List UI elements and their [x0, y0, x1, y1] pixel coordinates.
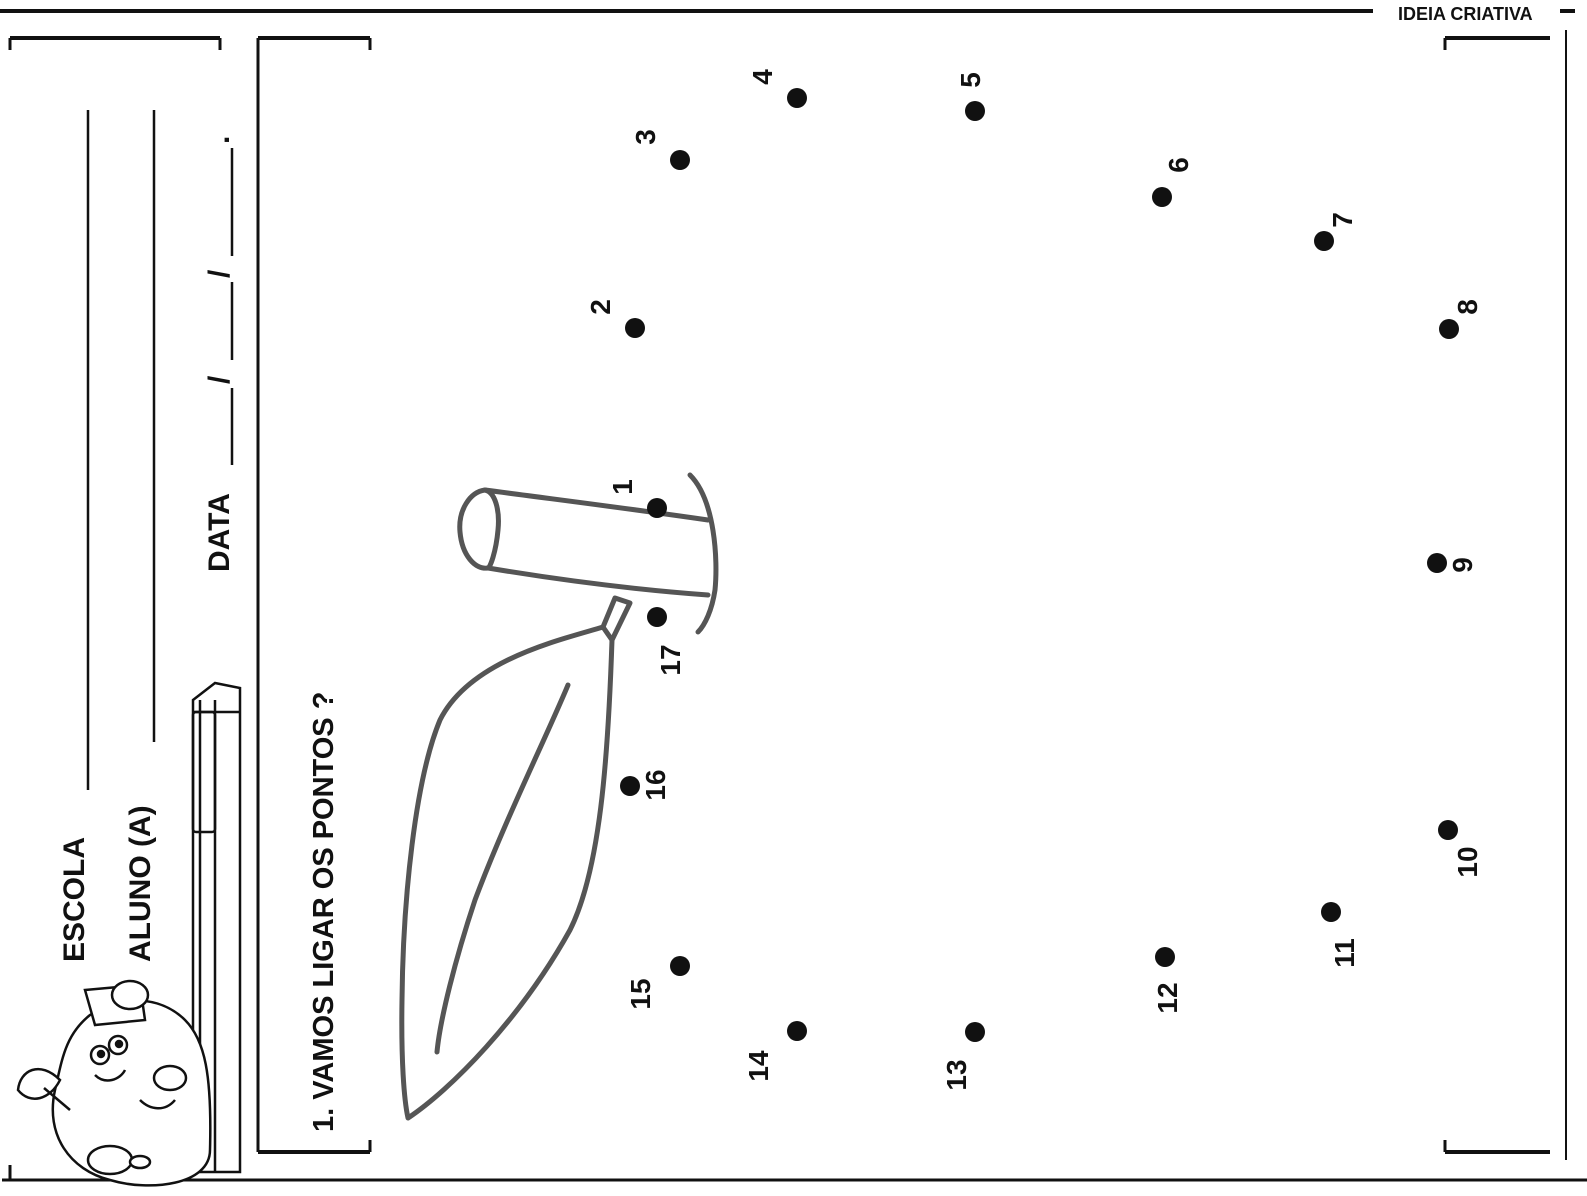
dot-label-10: 10: [1452, 846, 1483, 877]
dot-label-7: 7: [1327, 212, 1358, 228]
dot-7: [1314, 231, 1334, 251]
dot-label-8: 8: [1452, 299, 1483, 315]
dot-11: [1321, 902, 1341, 922]
dot-label-15: 15: [625, 978, 656, 1009]
carrot-drawing: [399, 472, 719, 1121]
dot-label-11: 11: [1329, 938, 1360, 968]
dot-label-14: 14: [743, 1050, 774, 1082]
dot-12: [1155, 947, 1175, 967]
dot-4: [787, 88, 807, 108]
dot-label-5: 5: [955, 72, 986, 88]
dot-8: [1439, 319, 1459, 339]
dot-label-3: 3: [630, 129, 661, 145]
student-label: ALUNO (A): [124, 805, 157, 962]
pear-mascot-icon: [16, 979, 212, 1187]
date-end-mark: .: [203, 136, 236, 144]
dot-3: [670, 150, 690, 170]
date-separator-1: /: [203, 375, 236, 384]
dot-label-9: 9: [1447, 557, 1478, 573]
dot-9: [1427, 553, 1447, 573]
dot-label-2: 2: [585, 299, 616, 315]
dot-17: [647, 607, 667, 627]
dot-15: [670, 956, 690, 976]
brand-label: IDEIA CRIATIVA: [1398, 4, 1533, 24]
date-separator-2: /: [203, 269, 236, 278]
dot-label-12: 12: [1152, 982, 1183, 1013]
dot-13: [965, 1022, 985, 1042]
dot-label-13: 13: [941, 1059, 972, 1090]
dot-6: [1152, 187, 1172, 207]
dot-label-1: 1: [607, 479, 638, 495]
dot-10: [1438, 820, 1458, 840]
dot-label-17: 17: [655, 644, 686, 675]
dot-14: [787, 1021, 807, 1041]
dot-2: [625, 318, 645, 338]
dot-label-6: 6: [1163, 157, 1194, 173]
dot-16: [620, 776, 640, 796]
dot-label-16: 16: [640, 769, 671, 800]
dot-label-4: 4: [747, 69, 778, 85]
instruction-text: 1. VAMOS LIGAR OS PONTOS ?: [308, 692, 340, 1132]
dot-1: [647, 498, 667, 518]
page-border: [0, 9, 1587, 1182]
date-label: DATA: [203, 493, 236, 572]
school-label: ESCOLA: [58, 837, 91, 962]
dot-5: [965, 101, 985, 121]
